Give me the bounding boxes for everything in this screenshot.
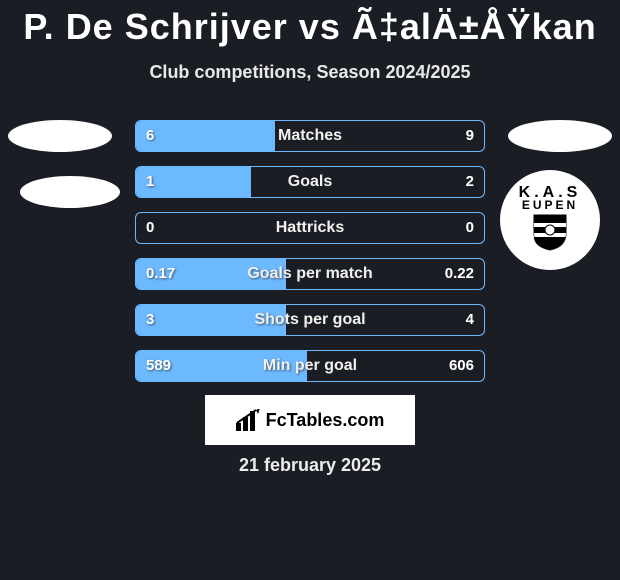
- stat-row: 6Matches9: [135, 120, 485, 152]
- stat-row: 0Hattricks0: [135, 212, 485, 244]
- badge-shield-icon: [532, 213, 568, 251]
- stat-value-right: 0.22: [445, 259, 474, 289]
- stat-label: Hattricks: [136, 213, 484, 243]
- page-title: P. De Schrijver vs Ã‡alÄ±ÅŸkan: [0, 0, 620, 48]
- stat-label: Goals: [136, 167, 484, 197]
- subtitle: Club competitions, Season 2024/2025: [0, 62, 620, 83]
- stat-row: 0.17Goals per match0.22: [135, 258, 485, 290]
- stat-row: 3Shots per goal4: [135, 304, 485, 336]
- stat-label: Matches: [136, 121, 484, 151]
- stat-value-right: 4: [466, 305, 474, 335]
- stat-label: Min per goal: [136, 351, 484, 381]
- stat-value-right: 606: [449, 351, 474, 381]
- left-team-sponsor: [20, 176, 120, 208]
- right-team-badge: K.A.S EUPEN: [500, 170, 600, 270]
- stat-label: Goals per match: [136, 259, 484, 289]
- stat-row: 589Min per goal606: [135, 350, 485, 382]
- logo-bars-icon: [236, 409, 262, 431]
- branding-text: FcTables.com: [266, 410, 385, 431]
- left-team-logo: [8, 120, 112, 152]
- stat-value-right: 9: [466, 121, 474, 151]
- stat-value-right: 0: [466, 213, 474, 243]
- stat-value-right: 2: [466, 167, 474, 197]
- stat-row: 1Goals2: [135, 166, 485, 198]
- right-team-sponsor: [508, 120, 612, 152]
- comparison-infographic: P. De Schrijver vs Ã‡alÄ±ÅŸkan Club comp…: [0, 0, 620, 580]
- stats-table: 6Matches9 1Goals2 0Hattricks0 0.17Goals per…: [135, 120, 485, 396]
- source-branding: FcTables.com: [205, 395, 415, 445]
- badge-team-name: EUPEN: [519, 199, 582, 211]
- date-label: 21 february 2025: [0, 455, 620, 476]
- stat-label: Shots per goal: [136, 305, 484, 335]
